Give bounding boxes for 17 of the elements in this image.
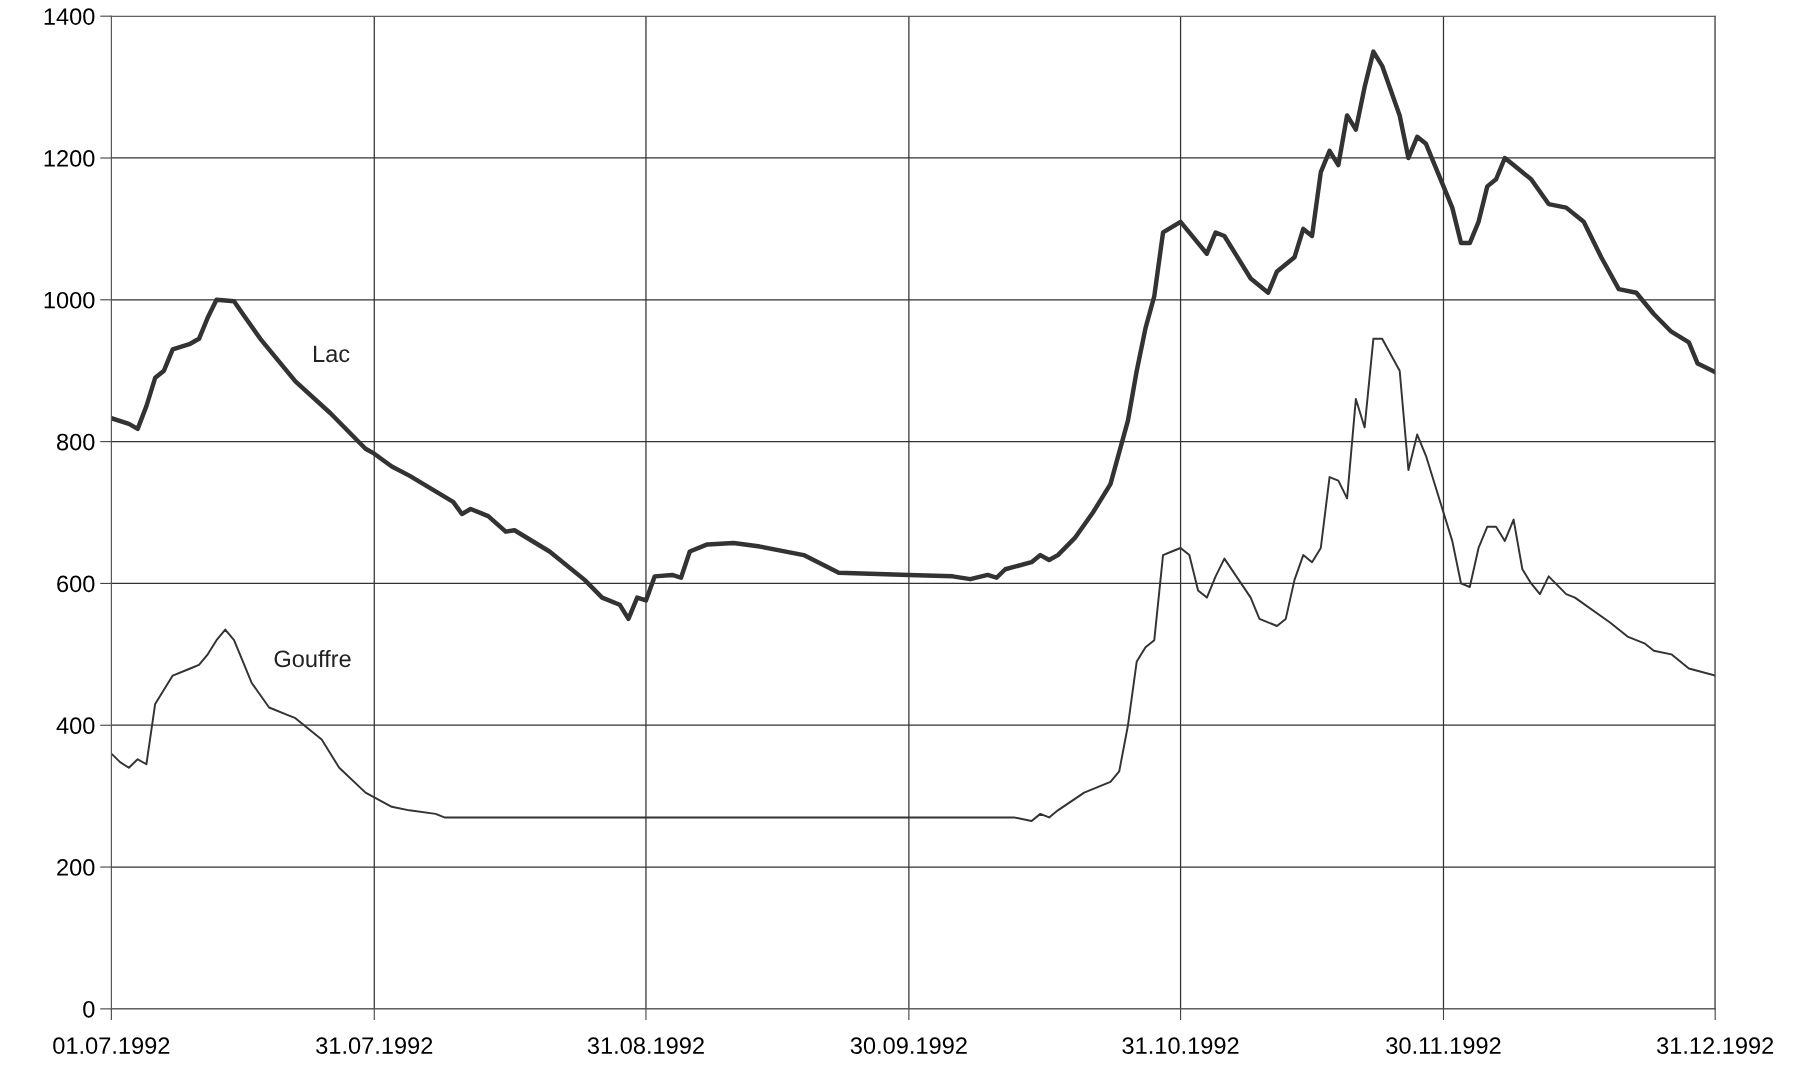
- y-tick-label: 600: [57, 575, 95, 593]
- series-label: Gouffre: [274, 649, 351, 668]
- y-tick-label: 1200: [44, 150, 95, 167]
- series-label: Lac: [314, 345, 350, 363]
- x-tick-label: 30.09.1992: [850, 1037, 967, 1054]
- x-tick-label: 31.07.1992: [316, 1037, 433, 1054]
- y-tick-label: 1400: [44, 8, 95, 25]
- x-tick-label: 01.07.1992: [53, 1037, 170, 1054]
- x-tick-label: 31.12.1992: [1657, 1037, 1774, 1054]
- x-tick-label: 31.10.1992: [1122, 1037, 1239, 1054]
- x-tick-label: 30.11.1992: [1386, 1037, 1501, 1054]
- y-tick-label: 0: [83, 1000, 95, 1018]
- y-tick-label: 400: [56, 717, 95, 735]
- y-tick-label: 200: [57, 859, 95, 876]
- y-tick-label: 800: [57, 433, 95, 451]
- y-tick-label: 1000: [44, 291, 95, 309]
- x-tick-label: 31.08.1992: [587, 1037, 704, 1054]
